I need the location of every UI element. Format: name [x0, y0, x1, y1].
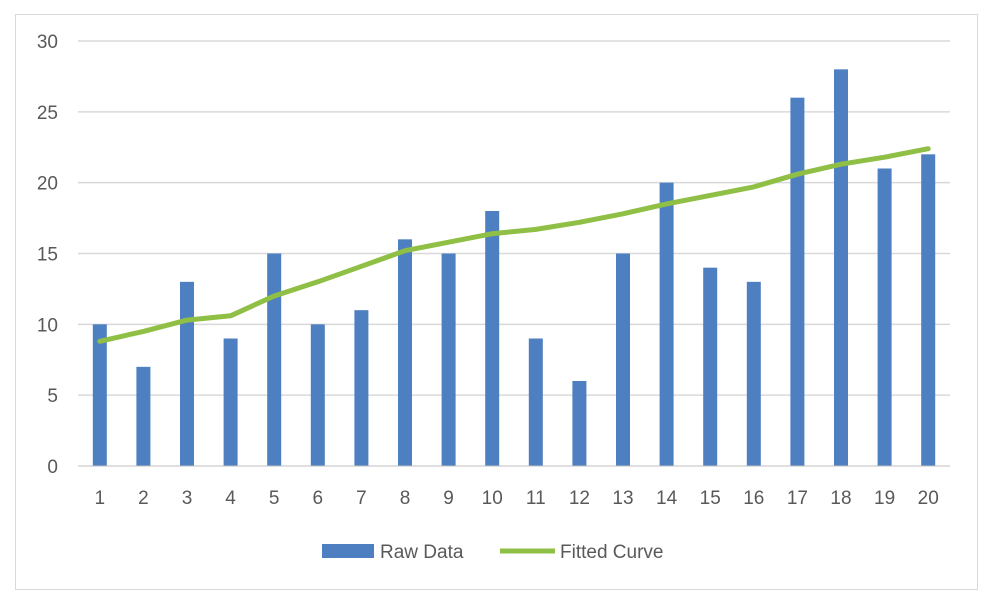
bar-raw-data [267, 253, 282, 466]
bar-raw-data [92, 324, 107, 466]
y-axis-tick-labels: 0 5 10 15 20 25 30 [37, 32, 58, 478]
gridlines [78, 40, 950, 396]
fitted-curve-line [97, 146, 931, 344]
bar-raw-data [659, 182, 674, 466]
bar-raw-data [136, 366, 151, 466]
x-tick-label: 19 [874, 488, 895, 509]
x-tick-label: 11 [526, 488, 546, 509]
x-tick-label: 15 [700, 488, 721, 509]
bar-raw-data [746, 281, 761, 466]
x-tick-label: 1 [95, 488, 106, 509]
bar-raw-data [223, 338, 238, 466]
x-tick-label: 6 [313, 488, 324, 509]
y-tick-label: 5 [47, 386, 58, 407]
x-tick-label: 17 [787, 488, 808, 509]
legend-label-raw-data: Raw Data [380, 542, 464, 563]
x-tick-label: 16 [743, 488, 764, 509]
x-axis-tick-labels: 1 2 3 4 5 6 7 8 9 10 11 12 13 14 15 16 17 18 19 20 [95, 488, 939, 509]
bar-raw-data [398, 239, 412, 466]
x-tick-label: 13 [612, 488, 633, 509]
bar-raw-data [703, 267, 718, 466]
x-tick-label: 7 [356, 488, 367, 509]
bar-raw-data [572, 381, 587, 466]
x-tick-label: 9 [443, 488, 454, 509]
bar-raw-data [834, 69, 848, 466]
legend-label-fitted-curve: Fitted Curve [560, 542, 663, 563]
bar-raw-data [921, 154, 936, 467]
bar-raw-data [354, 310, 369, 466]
y-tick-label: 20 [37, 174, 58, 195]
x-tick-label: 14 [656, 488, 678, 509]
bar-raw-data [877, 168, 892, 466]
bar-raw-data [485, 211, 500, 466]
x-tick-label: 3 [182, 488, 193, 509]
y-tick-label: 0 [47, 457, 58, 478]
x-tick-label: 12 [569, 488, 590, 509]
bar-raw-data [616, 253, 630, 466]
legend: Raw Data Fitted Curve [322, 542, 663, 563]
bar-raw-data [310, 324, 325, 466]
bar-raw-data [790, 97, 805, 467]
line-fitted-curve [97, 146, 931, 344]
x-tick-label: 2 [138, 488, 149, 509]
y-tick-label: 15 [37, 245, 58, 266]
x-tick-label: 18 [830, 488, 851, 509]
y-tick-label: 10 [37, 315, 58, 336]
x-tick-label: 4 [225, 488, 236, 509]
bar-raw-data [528, 338, 543, 466]
x-tick-label: 5 [269, 488, 280, 509]
legend-swatch-raw-data [322, 544, 374, 558]
raw-data-bars [92, 69, 936, 467]
x-tick-label: 20 [918, 488, 939, 509]
y-tick-label: 25 [37, 103, 58, 124]
x-tick-label: 10 [482, 488, 503, 509]
bar-raw-data [180, 281, 194, 466]
x-tick-label: 8 [400, 488, 411, 509]
bar-raw-data [441, 253, 456, 466]
y-tick-label: 30 [37, 32, 58, 53]
